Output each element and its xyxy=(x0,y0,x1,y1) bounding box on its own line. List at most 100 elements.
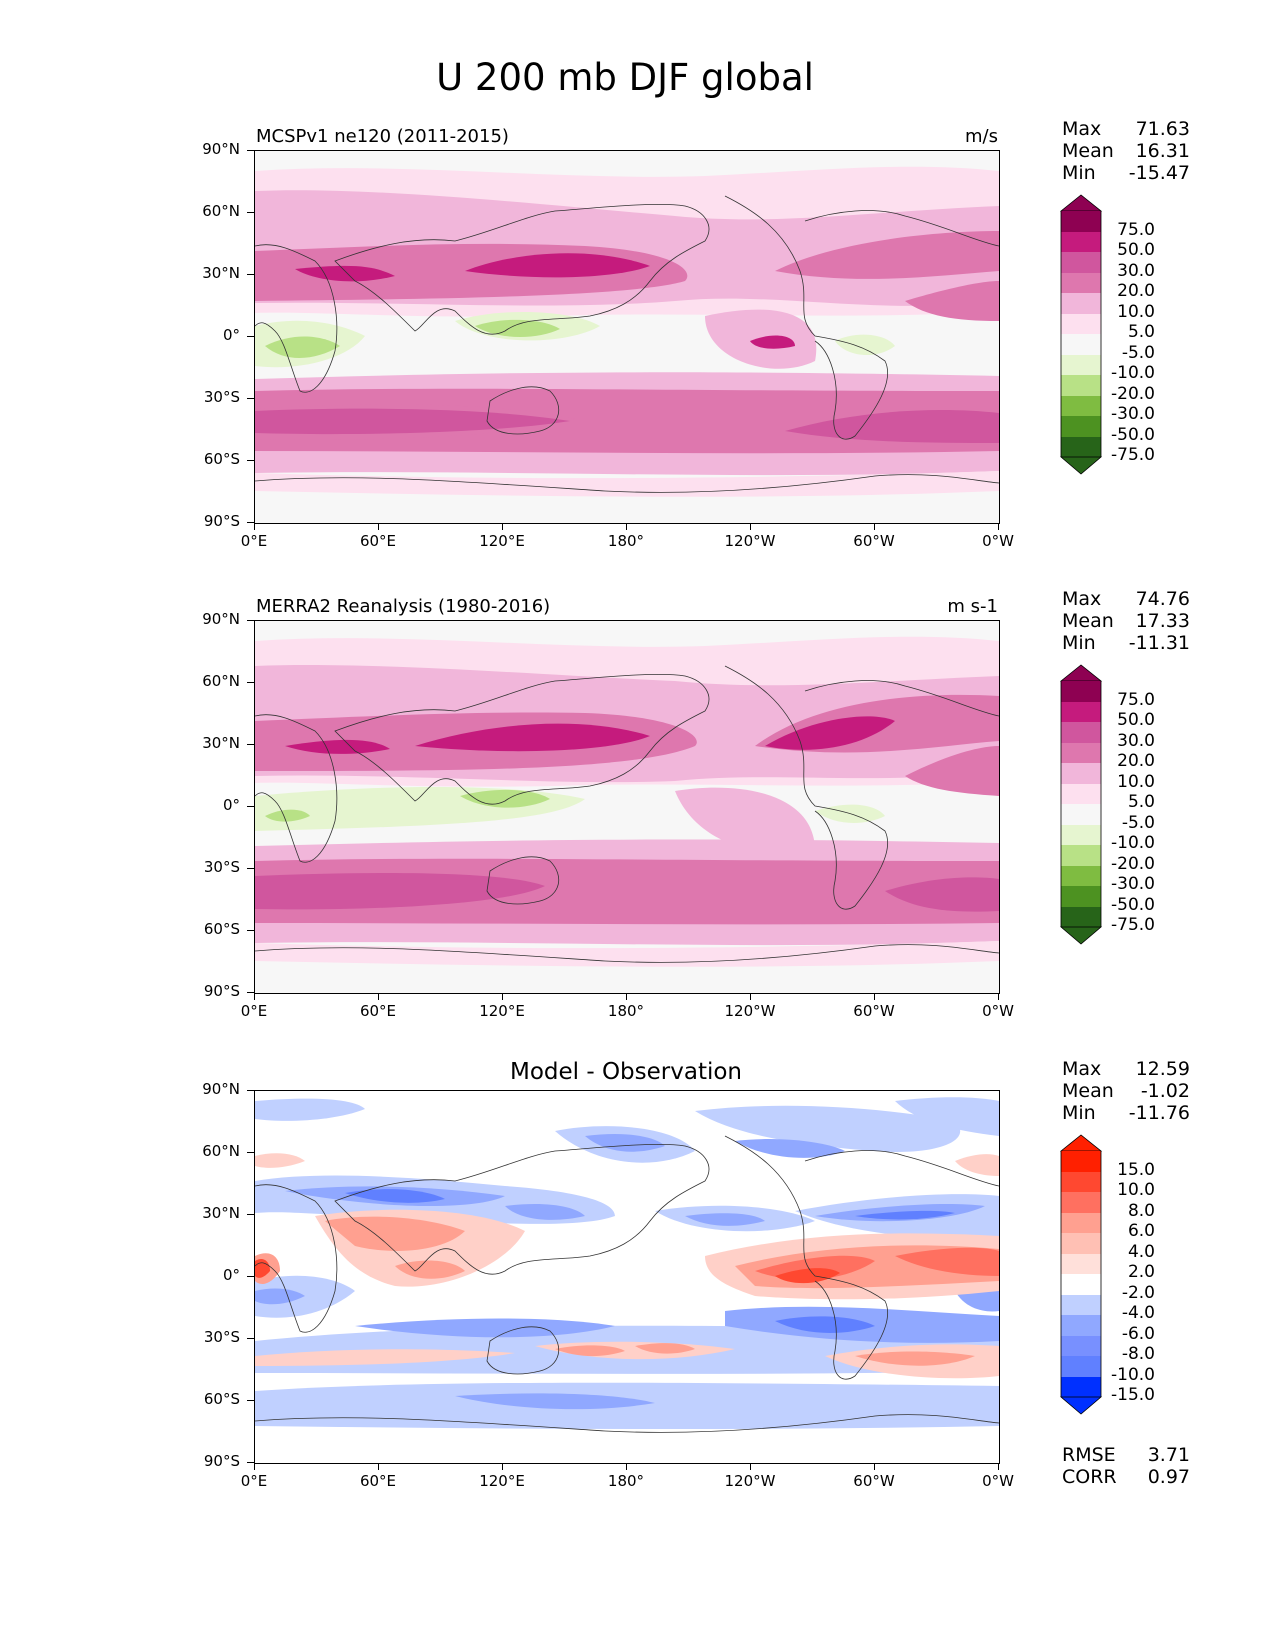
lat-label: 60°S xyxy=(203,1390,240,1408)
stat-mean-value: 16.31 xyxy=(1135,140,1190,162)
lon-label: 60°E xyxy=(359,1472,397,1490)
stat-min-label: Min xyxy=(1062,1102,1096,1124)
panel-difference: Model - Observation xyxy=(0,1058,1275,1528)
map-model xyxy=(254,150,1000,524)
lat-label: 60°N xyxy=(202,202,240,220)
colorbar-label: -75.0 xyxy=(1111,915,1155,935)
lon-label: 180° xyxy=(607,1472,645,1490)
stat-min-label: Min xyxy=(1062,162,1096,184)
lon-label: 120°E xyxy=(479,1002,525,1020)
map-observation xyxy=(254,620,1000,994)
lat-label: 30°S xyxy=(203,858,240,876)
panel-model: MCSPv1 ne120 (2011-2015) m/s xyxy=(0,118,1275,558)
colorbar-label: -50.0 xyxy=(1111,895,1155,915)
colorbar-label: -50.0 xyxy=(1111,425,1155,445)
lat-label: 90°S xyxy=(203,512,240,530)
lon-label: 120°W xyxy=(724,1472,776,1490)
colorbar-label: 10.0 xyxy=(1117,1180,1155,1200)
panel-units: m/s xyxy=(965,126,998,147)
lon-label: 60°W xyxy=(853,532,895,550)
lon-label: 120°E xyxy=(479,1472,525,1490)
colorbar-label: -5.0 xyxy=(1121,813,1155,833)
lon-label: 60°W xyxy=(853,1472,895,1490)
colorbar-label: -5.0 xyxy=(1121,343,1155,363)
colorbar-label: -4.0 xyxy=(1121,1303,1155,1323)
colorbar-label: -10.0 xyxy=(1111,1365,1155,1385)
panel-observation: MERRA2 Reanalysis (1980-2016) m s-1 xyxy=(0,588,1275,1028)
stat-min-value: -11.31 xyxy=(1128,632,1190,654)
stat-max-label: Max xyxy=(1062,588,1102,610)
lon-label: 120°W xyxy=(724,1002,776,1020)
lat-label: 0° xyxy=(222,796,240,814)
colorbar xyxy=(1060,194,1103,475)
colorbar-label: -10.0 xyxy=(1111,833,1155,853)
stat-mean-label: Mean xyxy=(1062,610,1114,632)
colorbar-label: -8.0 xyxy=(1121,1344,1155,1364)
colorbar-label: 20.0 xyxy=(1117,751,1155,771)
stat-min-value: -11.76 xyxy=(1128,1102,1190,1124)
lat-label: 60°S xyxy=(203,450,240,468)
stat-max-label: Max xyxy=(1062,118,1102,140)
stat-mean-value: -1.02 xyxy=(1140,1080,1190,1102)
colorbar-label: -30.0 xyxy=(1111,404,1155,424)
stat-mean-label: Mean xyxy=(1062,140,1114,162)
colorbar xyxy=(1060,664,1103,945)
lon-label: 0°E xyxy=(240,1002,268,1020)
lon-label: 0°W xyxy=(982,1002,1014,1020)
rmse-value: 3.71 xyxy=(1147,1444,1190,1466)
lon-label: 0°W xyxy=(982,1472,1014,1490)
colorbar-label: 10.0 xyxy=(1117,302,1155,322)
lat-label: 90°N xyxy=(202,140,240,158)
lat-label: 60°N xyxy=(202,1142,240,1160)
lon-label: 180° xyxy=(607,1002,645,1020)
colorbar-label: -20.0 xyxy=(1111,384,1155,404)
colorbar-label: 50.0 xyxy=(1117,710,1155,730)
colorbar-label: 20.0 xyxy=(1117,281,1155,301)
stat-mean-value: 17.33 xyxy=(1135,610,1190,632)
colorbar-label: 10.0 xyxy=(1117,772,1155,792)
colorbar-label: 2.0 xyxy=(1127,1262,1155,1282)
colorbar-label: -10.0 xyxy=(1111,363,1155,383)
stat-max-value: 74.76 xyxy=(1135,588,1190,610)
colorbar-label: 6.0 xyxy=(1127,1221,1155,1241)
page-title: U 200 mb DJF global xyxy=(436,56,814,99)
rmse-label: RMSE xyxy=(1062,1444,1116,1466)
panel-title: MERRA2 Reanalysis (1980-2016) xyxy=(256,596,551,617)
lat-label: 0° xyxy=(222,1266,240,1284)
lon-label: 0°E xyxy=(240,1472,268,1490)
corr-label: CORR xyxy=(1062,1466,1117,1488)
colorbar-label: 5.0 xyxy=(1127,792,1155,812)
colorbar-label: 15.0 xyxy=(1117,1160,1155,1180)
stat-max-value: 71.63 xyxy=(1135,118,1190,140)
colorbar-label: -30.0 xyxy=(1111,874,1155,894)
colorbar-label: 4.0 xyxy=(1127,1242,1155,1262)
lat-label: 90°S xyxy=(203,1452,240,1470)
lon-label: 60°E xyxy=(359,532,397,550)
colorbar-label: 30.0 xyxy=(1117,731,1155,751)
lon-label: 120°W xyxy=(724,532,776,550)
colorbar-label: -15.0 xyxy=(1111,1385,1155,1405)
colorbar-label: -2.0 xyxy=(1121,1283,1155,1303)
panel-title: Model - Observation xyxy=(509,1059,743,1085)
stat-max-value: 12.59 xyxy=(1135,1058,1190,1080)
lat-label: 30°S xyxy=(203,388,240,406)
lat-label: 0° xyxy=(222,326,240,344)
stat-max-label: Max xyxy=(1062,1058,1102,1080)
lat-label: 90°N xyxy=(202,610,240,628)
stat-min-value: -15.47 xyxy=(1128,162,1190,184)
colorbar-label: 50.0 xyxy=(1117,240,1155,260)
corr-value: 0.97 xyxy=(1147,1466,1190,1488)
panel-units: m s-1 xyxy=(947,596,998,617)
stat-mean-label: Mean xyxy=(1062,1080,1114,1102)
lat-label: 30°N xyxy=(202,264,240,282)
lon-label: 120°E xyxy=(479,532,525,550)
colorbar-label: -6.0 xyxy=(1121,1324,1155,1344)
lat-label: 90°S xyxy=(203,982,240,1000)
colorbar-label: 75.0 xyxy=(1117,220,1155,240)
colorbar-label: 8.0 xyxy=(1127,1201,1155,1221)
lat-label: 90°N xyxy=(202,1080,240,1098)
lat-label: 60°N xyxy=(202,672,240,690)
lon-label: 180° xyxy=(607,532,645,550)
colorbar-label: 75.0 xyxy=(1117,690,1155,710)
map-difference xyxy=(254,1090,1000,1464)
